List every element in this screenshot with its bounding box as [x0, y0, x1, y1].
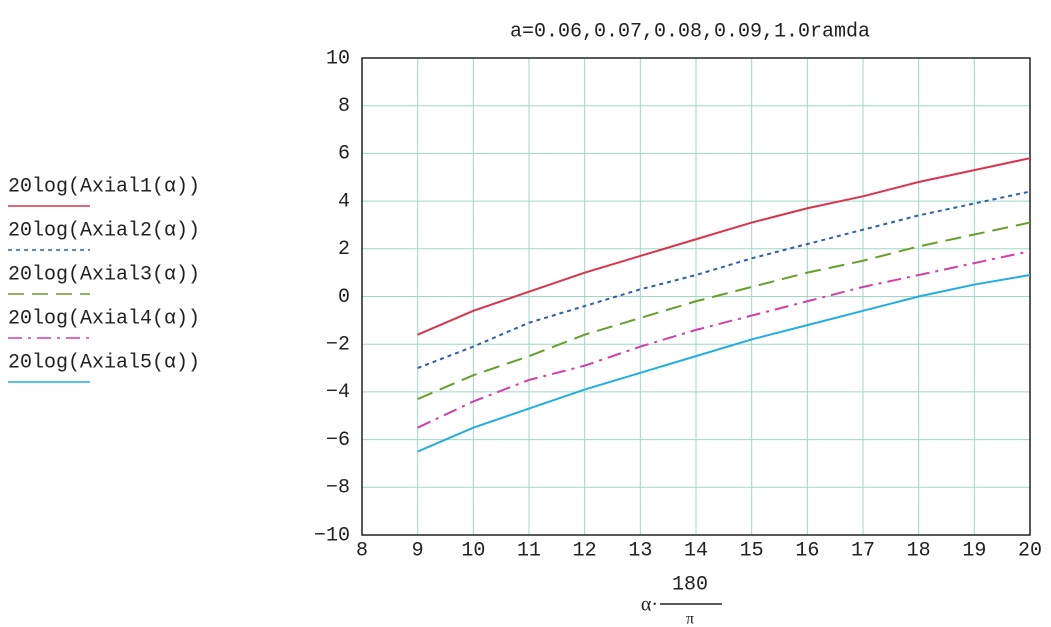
x-tick-label: 17: [851, 539, 875, 562]
x-tick-label: 12: [573, 539, 597, 562]
x-tick-label: 8: [356, 539, 368, 562]
legend-label: 20log(Axial4(α)): [8, 307, 200, 330]
chart-title: a=0.06,0.07,0.08,0.09,1.0ramda: [510, 20, 870, 43]
y-tick-label: −4: [326, 381, 350, 404]
x-label-prefix: α·: [641, 594, 658, 616]
series-line: [417, 221, 1031, 400]
y-tick-label: −6: [326, 429, 350, 452]
series-line: [417, 250, 1031, 429]
x-label-denominator: π: [686, 611, 694, 627]
series-line: [417, 157, 1031, 336]
y-tick-label: 2: [338, 238, 350, 261]
x-tick-label: 20: [1018, 539, 1042, 562]
x-tick-label: 13: [628, 539, 652, 562]
x-tick-label: 14: [684, 539, 708, 562]
y-tick-label: 8: [338, 95, 350, 118]
y-tick-label: −8: [326, 477, 350, 500]
legend-label: 20log(Axial1(α)): [8, 175, 200, 198]
x-tick-label: 18: [907, 539, 931, 562]
plot-frame: [361, 57, 1031, 536]
legend-label: 20log(Axial5(α)): [8, 351, 200, 374]
series-line: [417, 190, 1031, 369]
x-tick-label: 19: [962, 539, 986, 562]
legend-label: 20log(Axial3(α)): [8, 263, 200, 286]
y-tick-label: 4: [338, 190, 350, 213]
x-tick-label: 15: [740, 539, 764, 562]
series-line: [417, 274, 1031, 453]
y-tick-label: 0: [338, 286, 350, 309]
x-tick-label: 16: [795, 539, 819, 562]
y-tick-label: 10: [326, 47, 350, 70]
x-label-numerator: 180: [672, 573, 708, 596]
y-tick-label: −10: [314, 524, 350, 547]
x-tick-label: 9: [412, 539, 424, 562]
x-tick-label: 11: [517, 539, 541, 562]
y-tick-label: −2: [326, 333, 350, 356]
legend-label: 20log(Axial2(α)): [8, 219, 200, 242]
y-tick-label: 6: [338, 143, 350, 166]
x-tick-label: 10: [461, 539, 485, 562]
